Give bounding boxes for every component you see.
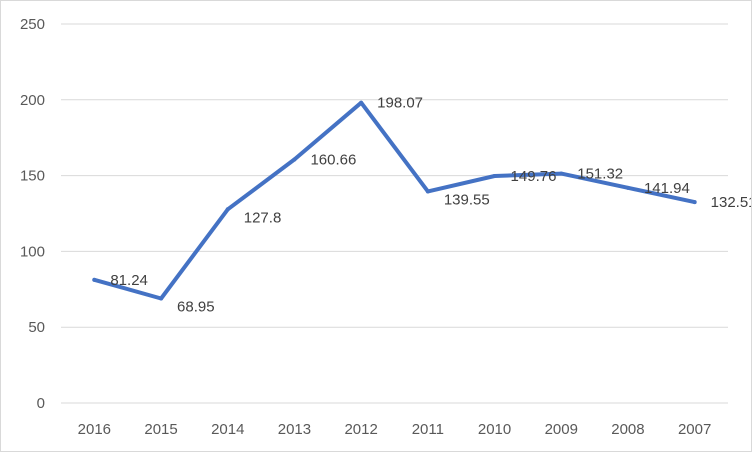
data-point: [492, 173, 497, 178]
data-labels: 81.24 68.95 127.8 160.66 198.07 139.55 149.76 1…: [110, 95, 751, 316]
data-point: [692, 200, 697, 205]
data-label: 198.07: [377, 95, 423, 112]
data-point: [359, 100, 364, 105]
data-label: 127.8: [244, 209, 282, 226]
x-tick-label: 2016: [78, 421, 111, 438]
y-tick-label: 200: [20, 92, 45, 109]
x-tick-label: 2014: [211, 421, 244, 438]
x-tick-label: 2009: [545, 421, 578, 438]
data-label: 151.32: [577, 166, 623, 183]
y-tick-label: 0: [37, 395, 45, 412]
data-point: [159, 296, 164, 301]
x-tick-label: 2013: [278, 421, 311, 438]
data-label: 132.51: [711, 194, 751, 211]
y-tick-label: 100: [20, 243, 45, 260]
x-tick-label: 2010: [478, 421, 511, 438]
data-label: 81.24: [110, 272, 148, 289]
x-tick-label: 2015: [144, 421, 177, 438]
x-axis-ticks: 2016 2015 2014 2013 2012 2011 2010 2009 2008 2007: [78, 421, 712, 438]
series-line: [92, 100, 697, 301]
data-point: [225, 207, 230, 212]
x-tick-label: 2007: [678, 421, 711, 438]
data-point: [425, 189, 430, 194]
data-point: [625, 185, 630, 190]
y-tick-label: 250: [20, 16, 45, 33]
x-tick-label: 2011: [412, 421, 444, 438]
data-point: [292, 157, 297, 162]
data-label: 160.66: [310, 151, 356, 168]
data-label: 141.94: [644, 180, 690, 197]
y-tick-label: 50: [28, 319, 45, 336]
x-tick-label: 2012: [344, 421, 377, 438]
data-label: 139.55: [444, 191, 490, 208]
data-point: [559, 171, 564, 176]
data-label: 149.76: [511, 168, 557, 185]
y-axis-ticks: 0 50 100 150 200 250: [20, 16, 45, 412]
x-tick-label: 2008: [611, 421, 644, 438]
y-tick-label: 150: [20, 168, 45, 185]
data-point: [92, 277, 97, 282]
data-label: 68.95: [177, 298, 215, 315]
series: [92, 100, 697, 301]
gridlines: [61, 23, 728, 404]
